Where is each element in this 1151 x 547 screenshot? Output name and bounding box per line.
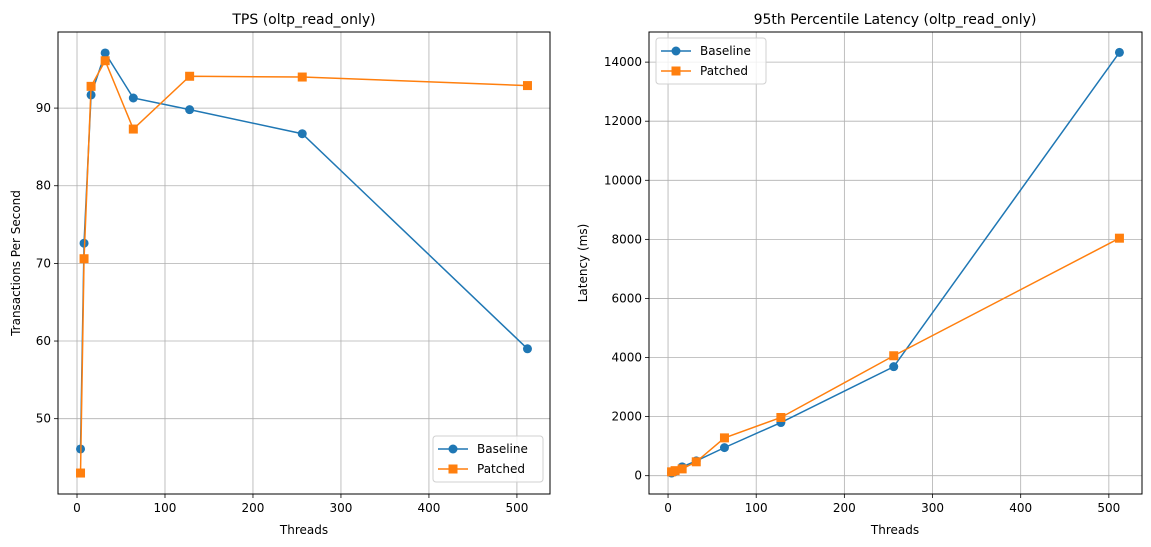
series-patched (667, 233, 1124, 477)
data-point (522, 81, 532, 91)
y-axis-label: Latency (ms) (576, 224, 590, 303)
x-tick-label: 200 (833, 501, 856, 515)
data-point (128, 93, 138, 103)
x-tick-label: 100 (745, 501, 768, 515)
x-tick-label: 200 (242, 501, 265, 515)
series-line (79, 58, 528, 474)
x-tick-label: 500 (505, 501, 528, 515)
data-point (128, 124, 138, 134)
data-point (776, 412, 786, 422)
legend-box (655, 37, 767, 85)
legend-marker (448, 444, 458, 454)
legend: Baseline Patched (655, 37, 767, 85)
legend-box (432, 435, 544, 483)
data-point (185, 71, 195, 81)
data-point (522, 344, 532, 354)
legend-marker (671, 66, 681, 76)
series-baseline (76, 48, 532, 454)
series-line (671, 51, 1121, 474)
data-point (76, 468, 86, 478)
data-point (670, 466, 680, 476)
x-axis-label: Threads (279, 523, 328, 537)
y-tick-label: 14000 (604, 55, 642, 69)
chart-title: 95th Percentile Latency (oltp_read_only) (754, 12, 1037, 28)
y-tick-label: 6000 (611, 291, 642, 305)
series-line (79, 51, 528, 449)
y-tick-label: 90 (36, 101, 51, 115)
legend-marker (448, 464, 458, 474)
chart-title: TPS (oltp_read_only) (231, 12, 375, 28)
y-axis-label: Transactions Per Second (9, 190, 23, 337)
data-point (185, 105, 195, 115)
data-point (719, 443, 729, 453)
y-tick-label: 0 (634, 469, 642, 483)
data-point (297, 72, 307, 82)
y-tick-label: 8000 (611, 232, 642, 246)
y-tick-label: 60 (36, 334, 51, 348)
data-point (1114, 233, 1124, 243)
grid (58, 32, 550, 494)
x-tick-label: 300 (921, 501, 944, 515)
y-tick-label: 50 (36, 412, 51, 426)
axes-frame (648, 31, 1143, 495)
grid (649, 32, 1142, 494)
x-tick-label: 300 (329, 501, 352, 515)
series-patched (76, 56, 532, 478)
y-tick-label: 2000 (611, 410, 642, 424)
data-point (719, 433, 729, 443)
data-point (100, 48, 110, 58)
data-point (677, 464, 687, 474)
x-axis-label: Threads (870, 523, 919, 537)
y-tick-label: 80 (36, 179, 51, 193)
legend: Baseline Patched (432, 435, 544, 483)
axes-frame (57, 31, 551, 495)
data-point (86, 81, 96, 91)
x-tick-label: 400 (1009, 501, 1032, 515)
data-point (691, 457, 701, 467)
data-point (1114, 47, 1124, 57)
y-tick-label: 4000 (611, 351, 642, 365)
x-tick-label: 0 (664, 501, 672, 515)
tps-chart: TPS (oltp_read_only) Threads Transaction… (9, 12, 551, 537)
legend-label: Baseline (700, 44, 751, 58)
data-point (79, 254, 89, 264)
y-tick-label: 10000 (604, 173, 642, 187)
legend-label: Baseline (477, 442, 528, 456)
legend-marker (671, 46, 681, 56)
x-tick-label: 100 (154, 501, 177, 515)
legend-label: Patched (477, 462, 525, 476)
legend-label: Patched (700, 64, 748, 78)
y-tick-label: 12000 (604, 114, 642, 128)
data-point (889, 351, 899, 361)
data-point (100, 56, 110, 66)
x-tick-label: 400 (417, 501, 440, 515)
x-tick-label: 0 (73, 501, 81, 515)
series-baseline (667, 47, 1124, 478)
latency-chart: 95th Percentile Latency (oltp_read_only)… (576, 12, 1143, 537)
data-point (297, 129, 307, 139)
x-tick-label: 500 (1097, 501, 1120, 515)
y-tick-label: 70 (36, 256, 51, 270)
data-point (889, 362, 899, 372)
